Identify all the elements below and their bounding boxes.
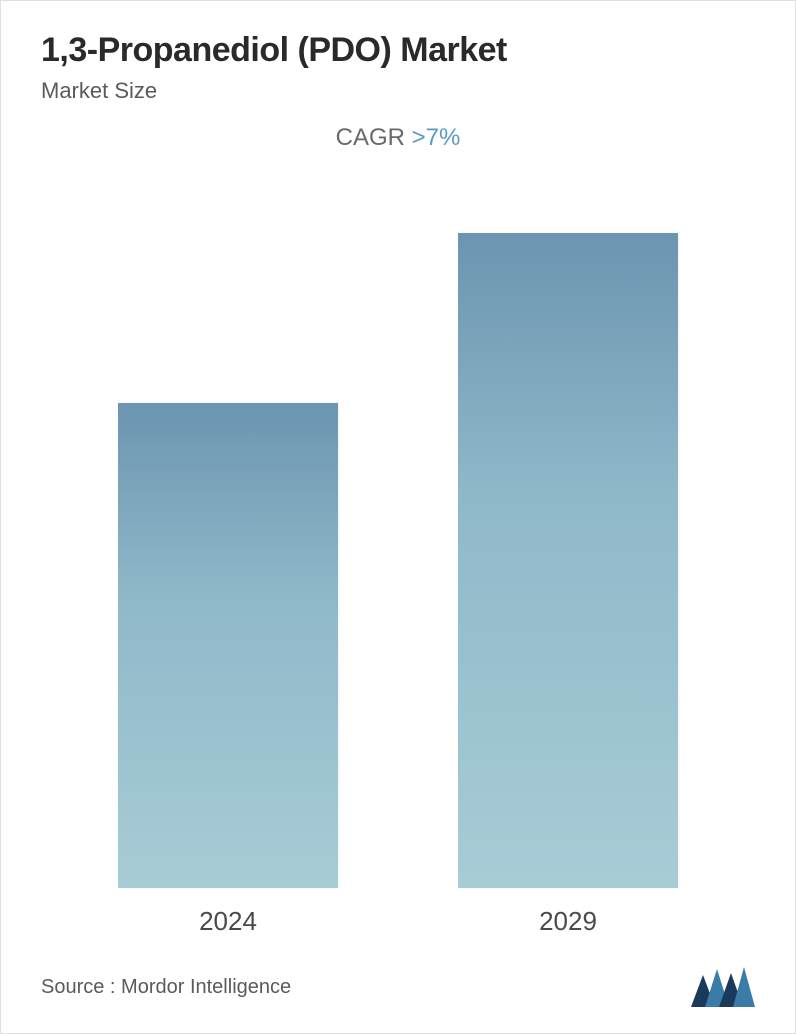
source-text: Source : Mordor Intelligence xyxy=(41,976,291,999)
bar-label-2024: 2024 xyxy=(199,906,257,937)
bar-2029 xyxy=(458,233,678,888)
chart-container: 1,3-Propanediol (PDO) Market Market Size… xyxy=(1,1,795,1033)
bar-chart: 2024 2029 xyxy=(41,162,755,937)
bar-label-2029: 2029 xyxy=(539,906,597,937)
bar-2024 xyxy=(118,403,338,888)
page-subtitle: Market Size xyxy=(41,78,755,104)
cagr-value: >7% xyxy=(412,124,461,151)
bar-group-2024: 2024 xyxy=(118,403,338,937)
cagr-operator: > xyxy=(412,124,426,151)
cagr-percent: 7% xyxy=(426,124,461,151)
page-title: 1,3-Propanediol (PDO) Market xyxy=(41,31,755,70)
bar-group-2029: 2029 xyxy=(458,233,678,937)
cagr-label: CAGR xyxy=(336,124,405,151)
footer: Source : Mordor Intelligence xyxy=(41,937,755,1013)
cagr-row: CAGR >7% xyxy=(41,124,755,152)
mordor-logo-icon xyxy=(691,967,755,1007)
